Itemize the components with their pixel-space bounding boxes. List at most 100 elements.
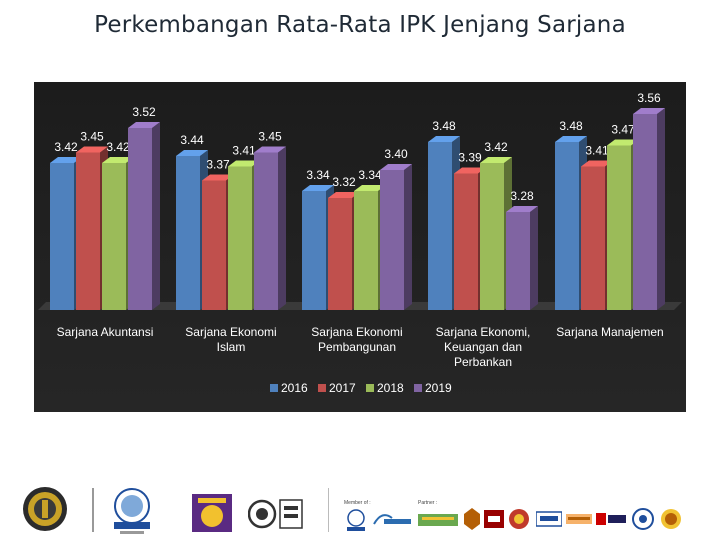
data-label: 3.37: [206, 158, 230, 172]
bar-top: [428, 136, 460, 142]
legend-swatch: [270, 384, 278, 392]
data-label: 3.45: [258, 130, 282, 144]
bar-top: [76, 146, 108, 153]
bar: [633, 108, 665, 310]
bar-top: [102, 157, 134, 163]
data-label: 3.47: [611, 123, 635, 137]
bar-top: [581, 160, 613, 167]
legend-item: 2016: [270, 381, 308, 395]
data-label: 3.41: [585, 144, 609, 158]
legend-label: 2017: [329, 381, 356, 395]
partner-4-logo-icon: [632, 508, 654, 530]
bar-top: [202, 174, 234, 181]
msu-logo-icon: [596, 513, 626, 525]
data-label: 3.52: [132, 105, 156, 119]
bar-front: [633, 114, 657, 310]
university-seal-icon: [23, 487, 67, 531]
data-label: 3.42: [106, 140, 130, 154]
member-label: Member of :: [344, 500, 371, 506]
bar-front: [354, 191, 378, 310]
legend-item: 2019: [414, 381, 452, 395]
bar-top: [506, 206, 538, 212]
partner-3-logo-icon: [536, 511, 562, 527]
bar: [128, 122, 160, 310]
legend-item: 2018: [366, 381, 404, 395]
partner-1-logo-icon: [464, 508, 480, 530]
bar-top: [50, 157, 82, 163]
abest21-small-icon: [347, 509, 365, 531]
iso-certification-icon: [248, 499, 303, 529]
bar-top: [633, 108, 665, 114]
bar-top: [555, 136, 587, 142]
bar-front: [102, 163, 126, 310]
bar-front: [506, 212, 530, 310]
bar-front: [176, 156, 200, 310]
bar-front: [555, 142, 579, 310]
bar-front: [480, 163, 504, 310]
category-label: Sarjana Ekonomi Pembangunan: [311, 325, 402, 354]
bar-front: [302, 191, 326, 310]
bar-top: [128, 122, 160, 128]
bar-top: [480, 157, 512, 163]
legend-swatch: [318, 384, 326, 392]
bar-front: [607, 145, 631, 310]
legend-label: 2018: [377, 381, 404, 395]
bar: [506, 206, 538, 310]
bar-front: [581, 166, 605, 310]
data-label: 3.34: [306, 168, 330, 182]
hague-logo-icon: [566, 514, 592, 524]
bar-front: [328, 198, 352, 310]
ub-badge-icon: [192, 494, 232, 532]
bar-side: [530, 206, 538, 310]
footer-logos: Member of : Partner :: [0, 480, 720, 540]
legend-swatch: [414, 384, 422, 392]
category-label: Sarjana Manajemen: [556, 325, 663, 339]
category-label: Sarjana Ekonomi, Keuangan dan Perbankan: [436, 325, 531, 369]
bar-front: [254, 152, 278, 310]
data-label: 3.42: [484, 140, 508, 154]
legend-item: 2017: [318, 381, 356, 395]
bar-side: [152, 122, 160, 310]
data-label: 3.34: [358, 168, 382, 182]
bar-front: [128, 128, 152, 310]
bar-top: [302, 185, 334, 191]
data-label: 3.44: [180, 133, 204, 147]
legend-swatch: [366, 384, 374, 392]
data-label: 3.41: [232, 144, 256, 158]
bar-top: [380, 164, 412, 170]
bar-top: [328, 192, 360, 198]
abest21-logo-icon: [114, 488, 150, 534]
data-label: 3.48: [559, 119, 583, 133]
category-label: Sarjana Akuntansi: [57, 325, 154, 339]
bar-front: [380, 170, 404, 310]
bar-side: [657, 108, 665, 310]
data-label: 3.39: [458, 151, 482, 165]
slide-title: Perkembangan Rata-Rata IPK Jenjang Sarja…: [94, 12, 626, 38]
bar-front: [202, 180, 226, 310]
bar: [380, 164, 412, 310]
aacsb-logo-icon: [373, 514, 411, 525]
bar: [254, 146, 286, 310]
bar-front: [50, 163, 74, 310]
footer-divider: [328, 488, 329, 532]
footer-divider: [92, 488, 94, 532]
bar-side: [404, 164, 412, 310]
bar-top: [254, 146, 286, 153]
data-label: 3.56: [637, 91, 661, 105]
data-label: 3.40: [384, 147, 408, 161]
legend-label: 2016: [281, 381, 308, 395]
data-label: 3.45: [80, 130, 104, 144]
bar-top: [176, 150, 208, 156]
bar-top: [228, 160, 260, 167]
data-label: 3.28: [510, 189, 534, 203]
bar-front: [228, 166, 252, 310]
partner-label: Partner :: [418, 500, 438, 506]
bar-front: [454, 173, 478, 310]
bar-side: [278, 146, 286, 310]
bar-front: [76, 152, 100, 310]
partner-2-logo-icon: [509, 509, 529, 529]
uum-logo-icon: [484, 510, 504, 528]
vmsproject-logo-icon: [418, 514, 458, 526]
legend-label: 2019: [425, 381, 452, 395]
data-label: 3.48: [432, 119, 456, 133]
